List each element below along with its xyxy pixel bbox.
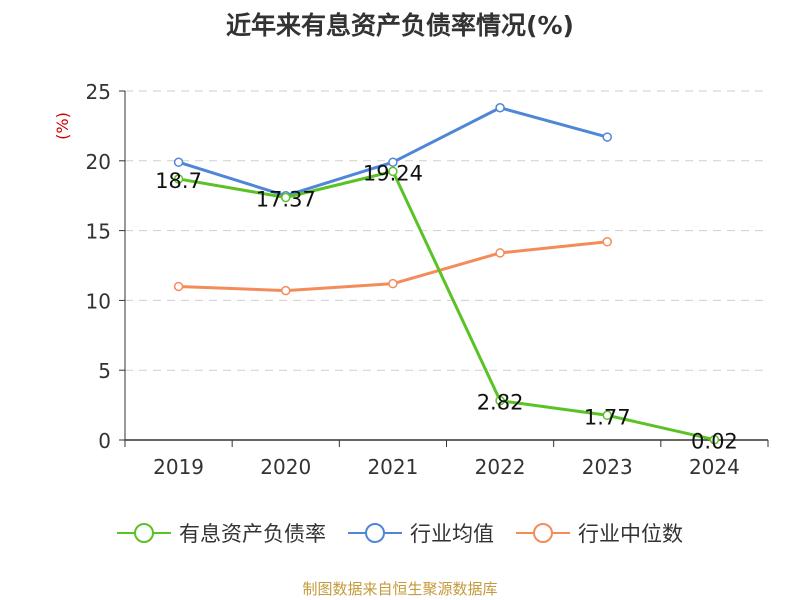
data-labels: 18.7 17.37 19.24 2.82 1.77 0.02 [155,161,738,453]
data-point [173,281,184,292]
y-tick-label: 5 [98,359,111,383]
legend-label: 有息资产负债率 [179,522,326,546]
data-label: 19.24 [363,161,423,185]
y-tick-label: 20 [86,150,111,174]
data-label: 1.77 [584,405,631,429]
legend-label: 行业中位数 [578,522,683,546]
data-point [173,157,184,167]
source-note: 制图数据来自恒生聚源数据库 [302,580,498,598]
x-tick-label: 2019 [153,455,204,479]
grid-lines [125,90,768,371]
x-tick-label: 2024 [689,455,740,479]
data-point [388,157,398,167]
data-label: 17.37 [256,188,316,212]
y-tick-label: 15 [86,220,111,244]
y-tick-label: 25 [86,80,111,104]
data-point [602,132,612,142]
x-tick-label: 2022 [475,455,526,479]
data-point [495,395,505,406]
legend-marker-icon [117,521,171,545]
series-lines [173,103,720,445]
legend: 有息资产负债率 行业均值 行业中位数 [0,518,800,548]
data-point [388,166,398,177]
y-tick-label: 0 [98,429,111,453]
data-point [602,237,612,247]
data-point [173,174,184,184]
data-point [281,285,291,296]
data-label: 18.7 [155,169,202,193]
data-point [495,103,505,113]
axes: 0 5 10 15 20 25 2019 2020 2021 2022 2023 2024 [86,80,769,479]
legend-marker-icon [348,521,402,545]
x-tick-label: 2021 [367,455,418,479]
data-label: 2.82 [477,391,524,415]
legend-marker-icon [516,521,570,545]
data-point [388,278,398,289]
x-tick-label: 2023 [582,455,633,479]
data-point [281,192,291,203]
legend-item[interactable]: 行业均值 [348,518,494,548]
data-point [602,410,612,421]
series-line [178,169,715,442]
legend-item[interactable]: 行业中位数 [516,518,683,548]
data-label: 0.02 [691,430,738,454]
data-point [709,434,720,445]
chart-title: 近年来有息资产负债率情况(%) [226,11,574,40]
legend-item[interactable]: 有息资产负债率 [117,518,326,548]
data-point [495,248,505,258]
x-tick-label: 2020 [260,455,311,479]
legend-label: 行业均值 [410,522,494,546]
y-tick-label: 10 [86,289,111,313]
y-axis-label: (%) [53,112,72,140]
